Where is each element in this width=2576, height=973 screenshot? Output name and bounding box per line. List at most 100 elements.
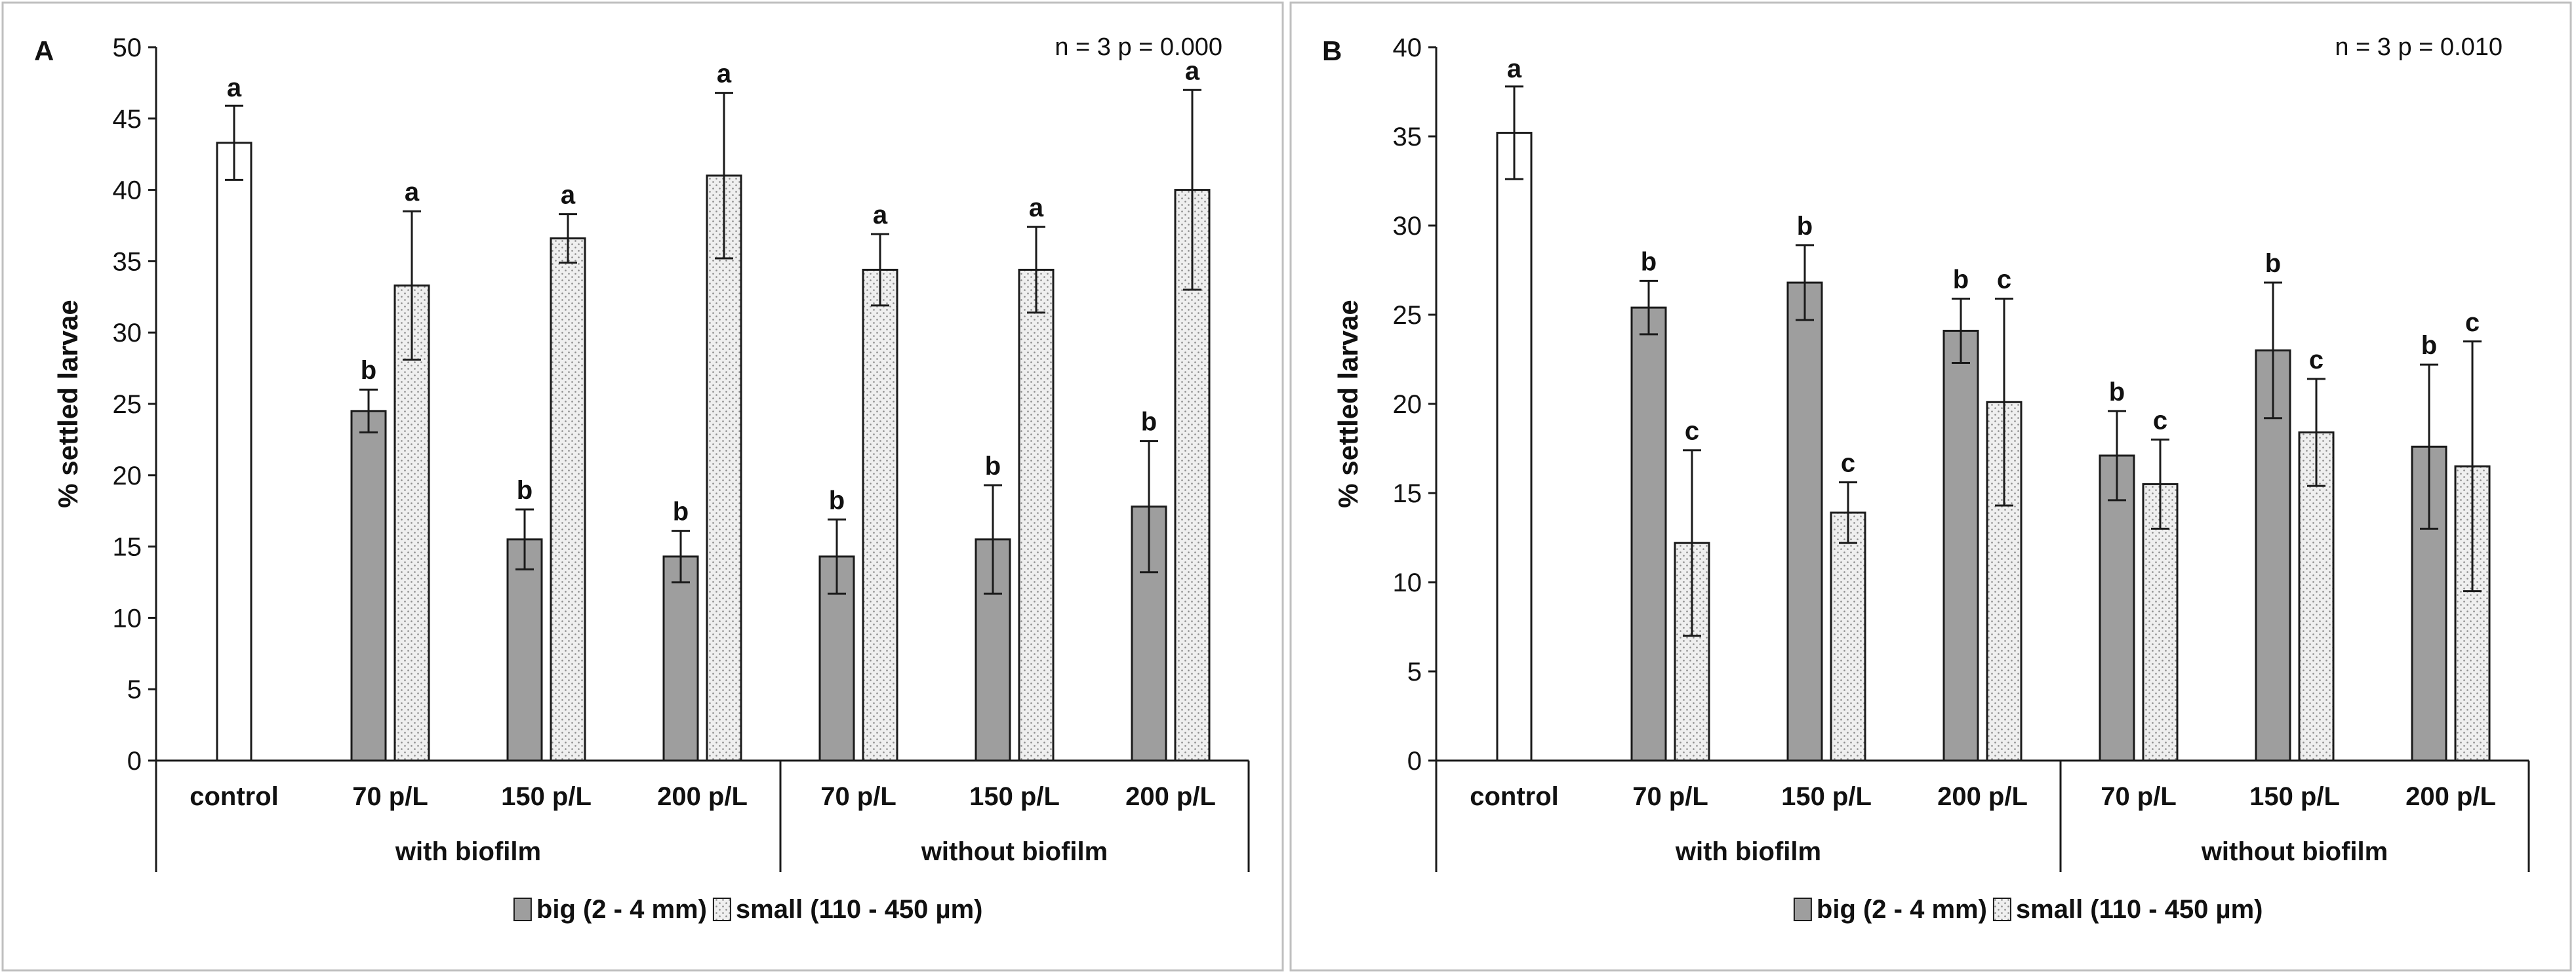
sig-letter-small: c	[2309, 346, 2324, 374]
sig-letter-big: b	[1141, 408, 1157, 437]
category-label: 70 p/L	[352, 782, 428, 811]
y-tick-label: 10	[113, 604, 142, 633]
sig-letter-small: a	[873, 201, 888, 229]
bar-small	[2142, 483, 2179, 762]
category-label: 150 p/L	[1781, 782, 1872, 811]
y-tick-label: 10	[1393, 568, 1422, 597]
category-label: 70 p/L	[1632, 782, 1708, 811]
sig-letter-big: b	[517, 476, 533, 505]
sig-letter-control: a	[1507, 54, 1522, 83]
y-tick-label: 40	[113, 176, 142, 205]
bar-small	[1830, 511, 1866, 762]
y-axis-label: % settled larvae	[52, 300, 83, 508]
group-label: with biofilm	[395, 837, 541, 866]
legend-label-small: small (110 - 450 µm)	[736, 895, 983, 924]
y-tick-label: 25	[113, 390, 142, 419]
bar-big	[2099, 454, 2135, 762]
category-label: control	[190, 782, 279, 811]
sig-letter-small: a	[405, 178, 420, 207]
bar-small	[2298, 431, 2335, 762]
sig-letter-big: b	[361, 356, 376, 385]
y-tick-label: 15	[1393, 479, 1422, 508]
bar-big	[506, 538, 543, 762]
y-tick-label: 20	[113, 462, 142, 490]
bar-small	[1018, 268, 1055, 762]
bar-big	[2255, 349, 2291, 762]
y-tick-label: 45	[113, 105, 142, 134]
sig-letter-big: b	[1797, 212, 1813, 241]
group-label: with biofilm	[1675, 837, 1821, 866]
group-label: without biofilm	[2201, 837, 2388, 866]
bar-big	[662, 555, 699, 762]
y-tick-label: 35	[1393, 123, 1422, 151]
sig-letter-small: c	[1997, 266, 2011, 294]
legend-label-big: big (2 - 4 mm)	[536, 895, 707, 924]
sig-letter-control: a	[227, 73, 242, 102]
category-label: 70 p/L	[2101, 782, 2177, 811]
sig-letter-small: a	[561, 181, 576, 210]
bar-control	[1496, 132, 1533, 762]
sig-letter-small: a	[1029, 193, 1044, 222]
y-axis-label: % settled larvae	[1333, 300, 1363, 508]
sig-letter-big: b	[673, 498, 689, 526]
y-tick-label: 40	[1393, 33, 1422, 62]
category-label: 200 p/L	[1937, 782, 2028, 811]
sig-letter-big: b	[2109, 378, 2125, 407]
panel-label: A	[34, 35, 54, 66]
sig-letter-big: b	[2265, 249, 2281, 278]
bar-big	[1630, 306, 1667, 762]
y-tick-label: 35	[113, 247, 142, 276]
legend-label-big: big (2 - 4 mm)	[1817, 895, 1987, 924]
sig-letter-big: b	[2421, 331, 2437, 360]
sig-letter-big: b	[829, 486, 845, 515]
sig-letter-small: c	[2465, 308, 2480, 337]
sig-letter-small: c	[1841, 449, 1855, 478]
category-label: 150 p/L	[2249, 782, 2340, 811]
bar-big	[1786, 281, 1823, 762]
sig-letter-small: a	[1185, 56, 1200, 85]
stat-text: n = 3 p = 0.010	[2335, 33, 2503, 61]
y-tick-label: 0	[1407, 747, 1422, 776]
category-label: 70 p/L	[820, 782, 896, 811]
sig-letter-big: b	[985, 452, 1001, 481]
panel-border	[1, 1, 1284, 972]
y-tick-label: 20	[1393, 390, 1422, 419]
sig-letter-small: c	[1685, 417, 1699, 446]
category-label: 200 p/L	[2405, 782, 2496, 811]
sig-letter-small: c	[2153, 406, 2167, 435]
category-label: 200 p/L	[657, 782, 748, 811]
y-tick-label: 50	[113, 33, 142, 62]
category-label: control	[1470, 782, 1559, 811]
category-label: 200 p/L	[1125, 782, 1216, 811]
sig-letter-small: a	[717, 60, 732, 89]
legend-swatch-big	[513, 898, 532, 921]
bar-big	[350, 410, 387, 762]
y-tick-label: 25	[1393, 301, 1422, 330]
legend-label-small: small (110 - 450 µm)	[2016, 895, 2263, 924]
y-tick-label: 0	[127, 747, 142, 776]
y-tick-label: 5	[1407, 658, 1422, 686]
sig-letter-big: b	[1953, 266, 1969, 294]
legend-swatch-small	[712, 898, 731, 921]
category-label: 150 p/L	[969, 782, 1060, 811]
bar-small	[393, 284, 430, 762]
y-tick-label: 5	[127, 675, 142, 704]
sig-letter-big: b	[1641, 247, 1657, 276]
bar-control	[216, 142, 252, 762]
panel-label: B	[1322, 35, 1342, 66]
group-label: without biofilm	[921, 837, 1108, 866]
stat-text: n = 3 p = 0.000	[1055, 33, 1222, 61]
y-tick-label: 15	[113, 533, 142, 562]
bar-big	[1942, 329, 1979, 762]
y-tick-label: 30	[113, 319, 142, 348]
legend-swatch-small	[1992, 898, 2011, 921]
legend-swatch-big	[1793, 898, 1812, 921]
bar-small	[550, 237, 586, 762]
panel-border	[1289, 1, 2572, 972]
bar-small	[706, 174, 742, 762]
bar-small	[862, 268, 898, 762]
category-label: 150 p/L	[501, 782, 592, 811]
